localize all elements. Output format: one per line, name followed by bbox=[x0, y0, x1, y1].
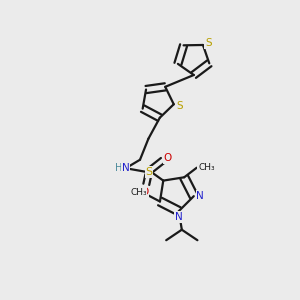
Text: N: N bbox=[196, 191, 204, 201]
Text: O: O bbox=[140, 187, 148, 197]
Text: S: S bbox=[176, 101, 183, 111]
Text: S: S bbox=[205, 38, 212, 49]
Text: H: H bbox=[115, 163, 123, 173]
Text: O: O bbox=[164, 153, 172, 163]
Text: S: S bbox=[146, 167, 153, 177]
Text: CH₃: CH₃ bbox=[198, 163, 215, 172]
Text: N: N bbox=[122, 163, 130, 173]
Text: CH₃: CH₃ bbox=[130, 188, 147, 197]
Text: N: N bbox=[175, 212, 183, 222]
